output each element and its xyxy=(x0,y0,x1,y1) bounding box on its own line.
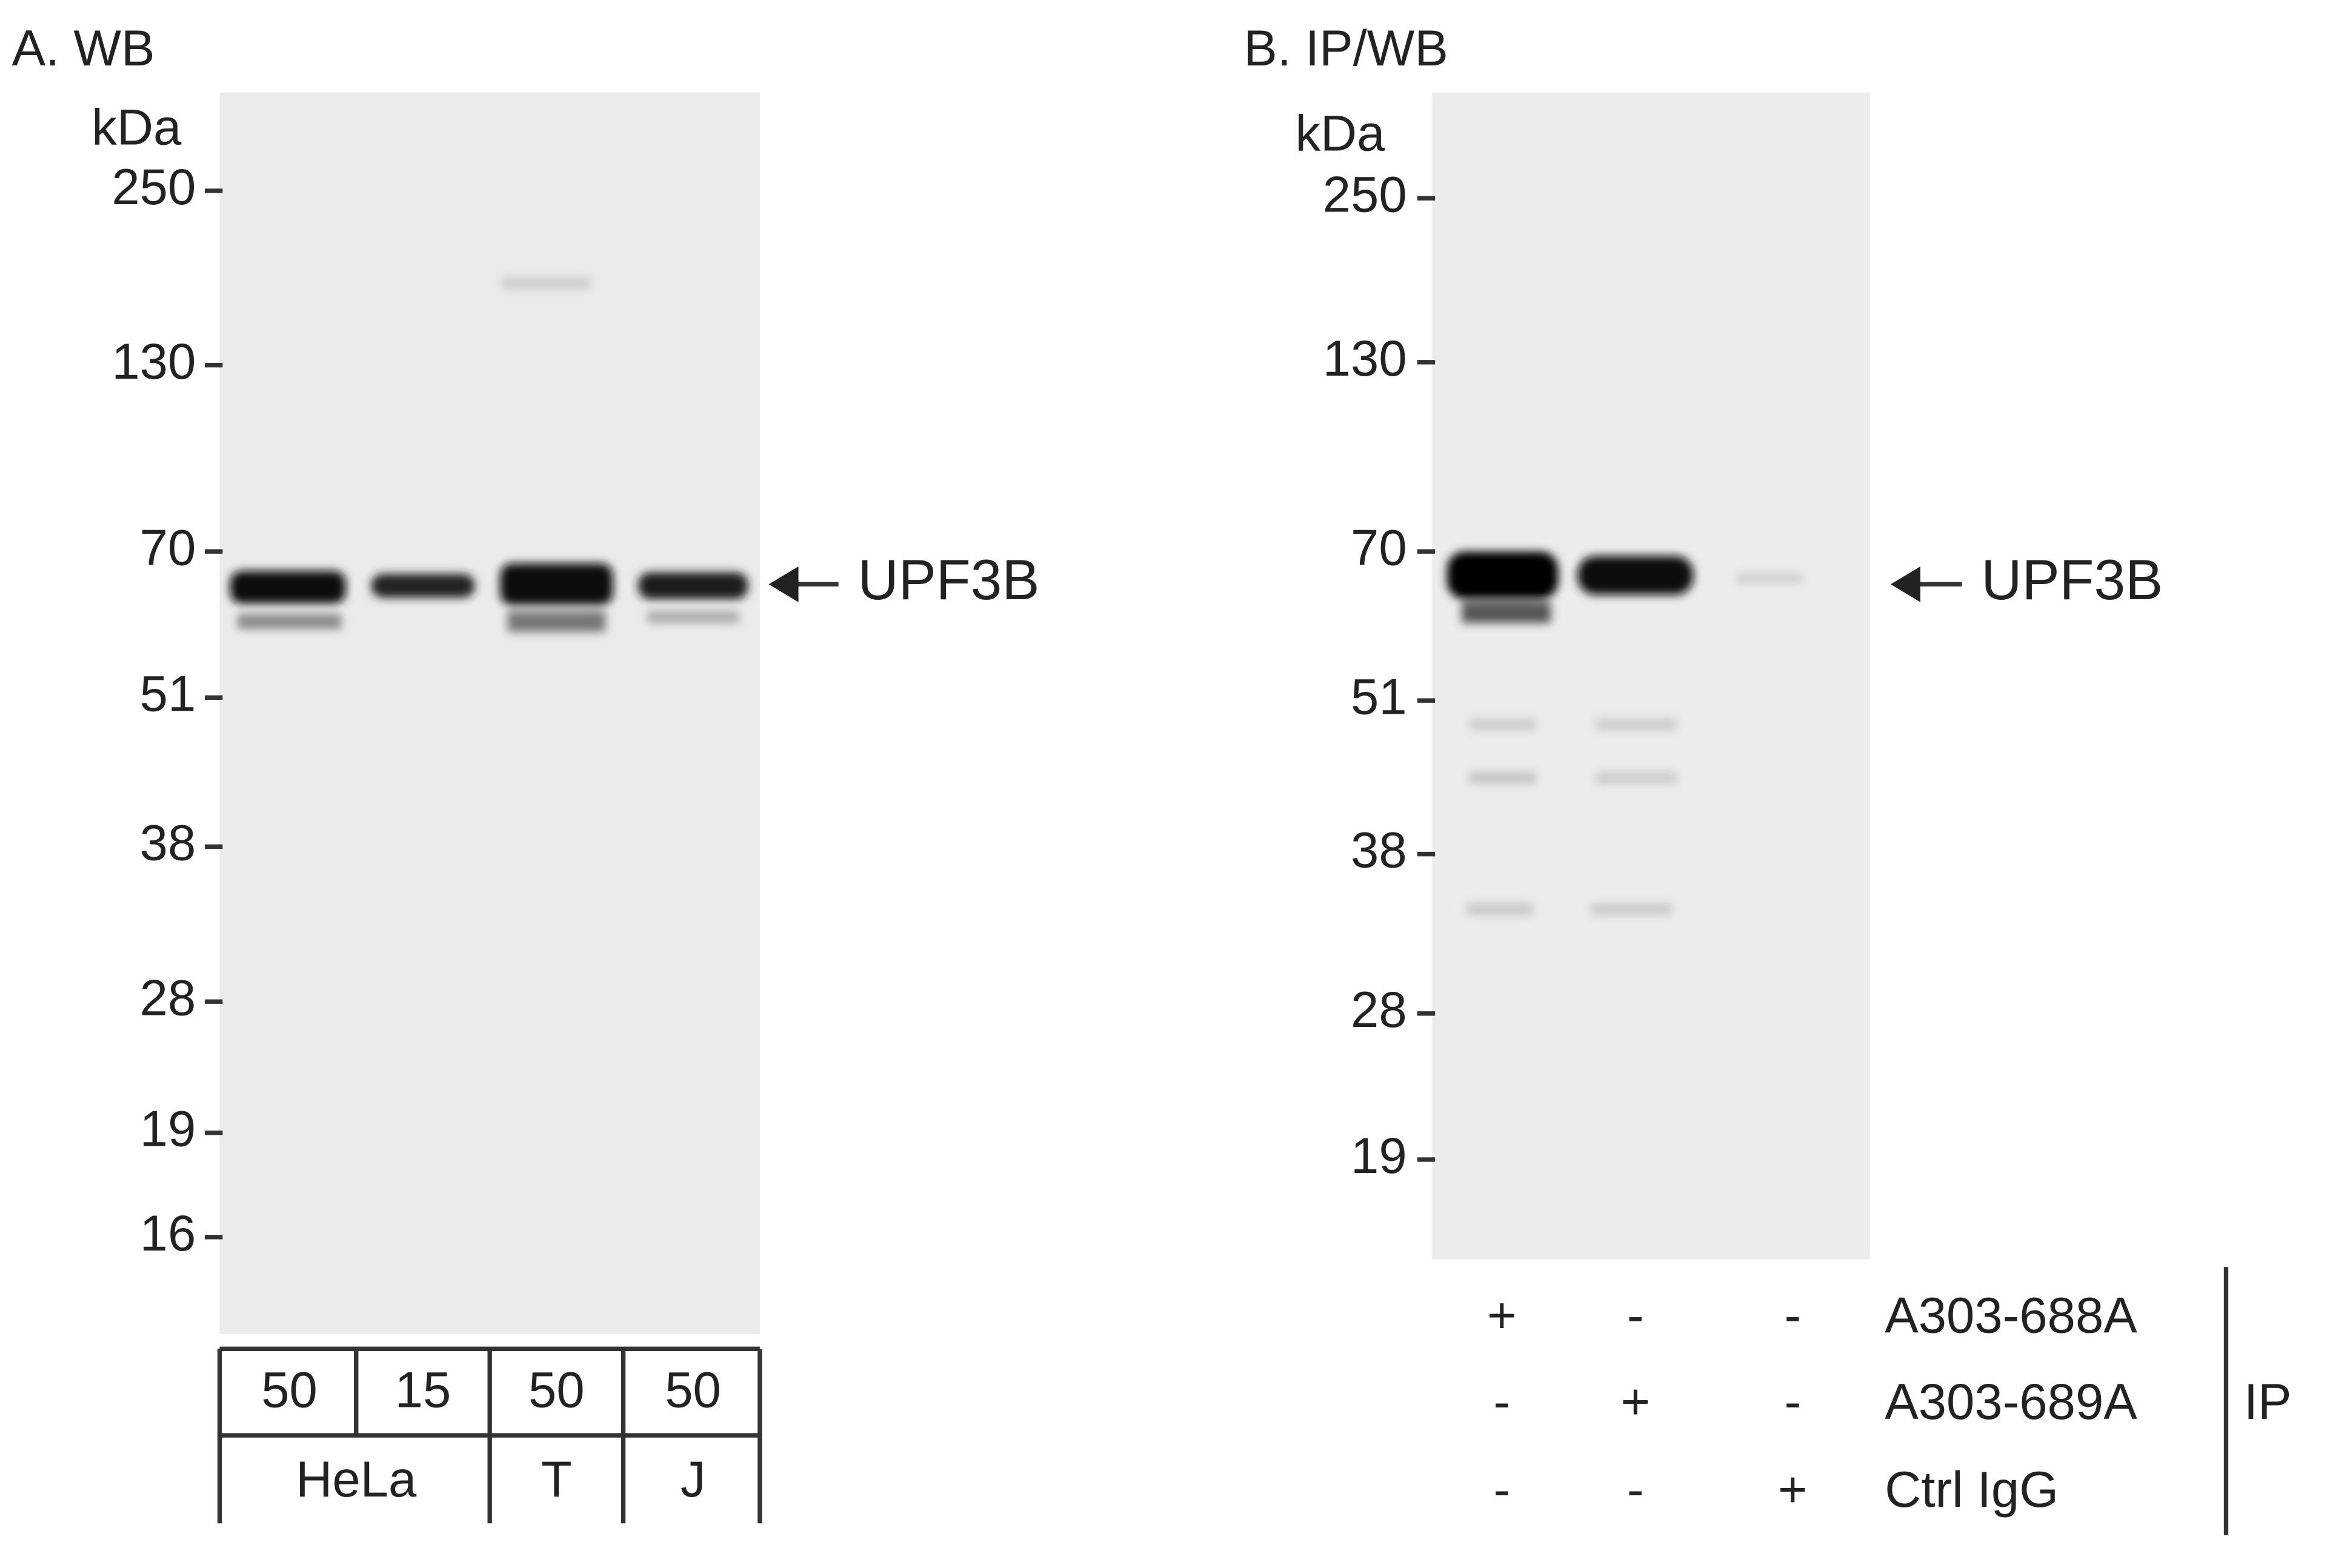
marker-label: 250 xyxy=(112,158,196,215)
marker-label: 130 xyxy=(112,333,196,390)
marker-label: 28 xyxy=(140,969,196,1026)
ip-mark: - xyxy=(1785,1286,1802,1343)
unit-label: kDa xyxy=(1295,104,1385,161)
group-label: J xyxy=(681,1450,706,1507)
arrow-head xyxy=(768,566,799,602)
marker-label: 70 xyxy=(1351,519,1407,576)
lane-label: 50 xyxy=(665,1361,721,1418)
arrow-head xyxy=(1891,566,1920,602)
ip-row-label: A303-689A xyxy=(1885,1373,2137,1430)
ip-mark: + xyxy=(1778,1461,1808,1518)
marker-label: 250 xyxy=(1323,165,1407,222)
band-label: UPF3B xyxy=(1981,548,2163,611)
ip-mark: - xyxy=(1627,1461,1644,1518)
marker-label: 51 xyxy=(1351,668,1407,725)
group-label: T xyxy=(541,1450,572,1507)
markers: 250 130 70 51 38 28 19 16 xyxy=(112,158,223,1261)
blot xyxy=(219,92,760,1334)
ip-mark: - xyxy=(1494,1373,1511,1430)
panel-title: A. WB xyxy=(12,19,155,76)
marker-label: 28 xyxy=(1351,981,1407,1038)
ip-mark: + xyxy=(1487,1286,1517,1343)
bands xyxy=(1446,551,1803,915)
ip-mark: - xyxy=(1627,1286,1644,1343)
marker-label: 70 xyxy=(140,519,196,576)
ip-mark: - xyxy=(1785,1373,1802,1430)
ip-mark: + xyxy=(1620,1373,1650,1430)
lane-label: 50 xyxy=(528,1361,585,1418)
band-label: UPF3B xyxy=(858,548,1040,611)
lane-box xyxy=(217,1346,762,1524)
ip-table: + - - A303-688A - + - A303-689A - - + Ctrl IgG xyxy=(1487,1286,2137,1518)
unit-label: kDa xyxy=(92,98,182,155)
bands xyxy=(230,563,748,633)
marker-label: 16 xyxy=(140,1204,196,1261)
ip-label: IP xyxy=(2244,1373,2292,1430)
lane-label: 50 xyxy=(261,1361,318,1418)
ip-row-label: Ctrl IgG xyxy=(1885,1461,2059,1518)
marker-label: 130 xyxy=(1323,330,1407,387)
marker-label: 19 xyxy=(1351,1127,1407,1184)
marker-label: 19 xyxy=(140,1100,196,1157)
group-label: HeLa xyxy=(296,1450,417,1507)
blot xyxy=(1432,92,1870,1260)
marker-label: 51 xyxy=(140,665,196,722)
lane-label: 15 xyxy=(395,1361,451,1418)
panel-title: B. IP/WB xyxy=(1243,19,1448,76)
ip-mark: - xyxy=(1494,1461,1511,1518)
ip-row-label: A303-688A xyxy=(1885,1286,2137,1343)
marker-label: 38 xyxy=(140,814,196,871)
markers: 250 130 70 51 38 28 19 xyxy=(1323,165,1436,1184)
marker-label: 38 xyxy=(1351,822,1407,879)
